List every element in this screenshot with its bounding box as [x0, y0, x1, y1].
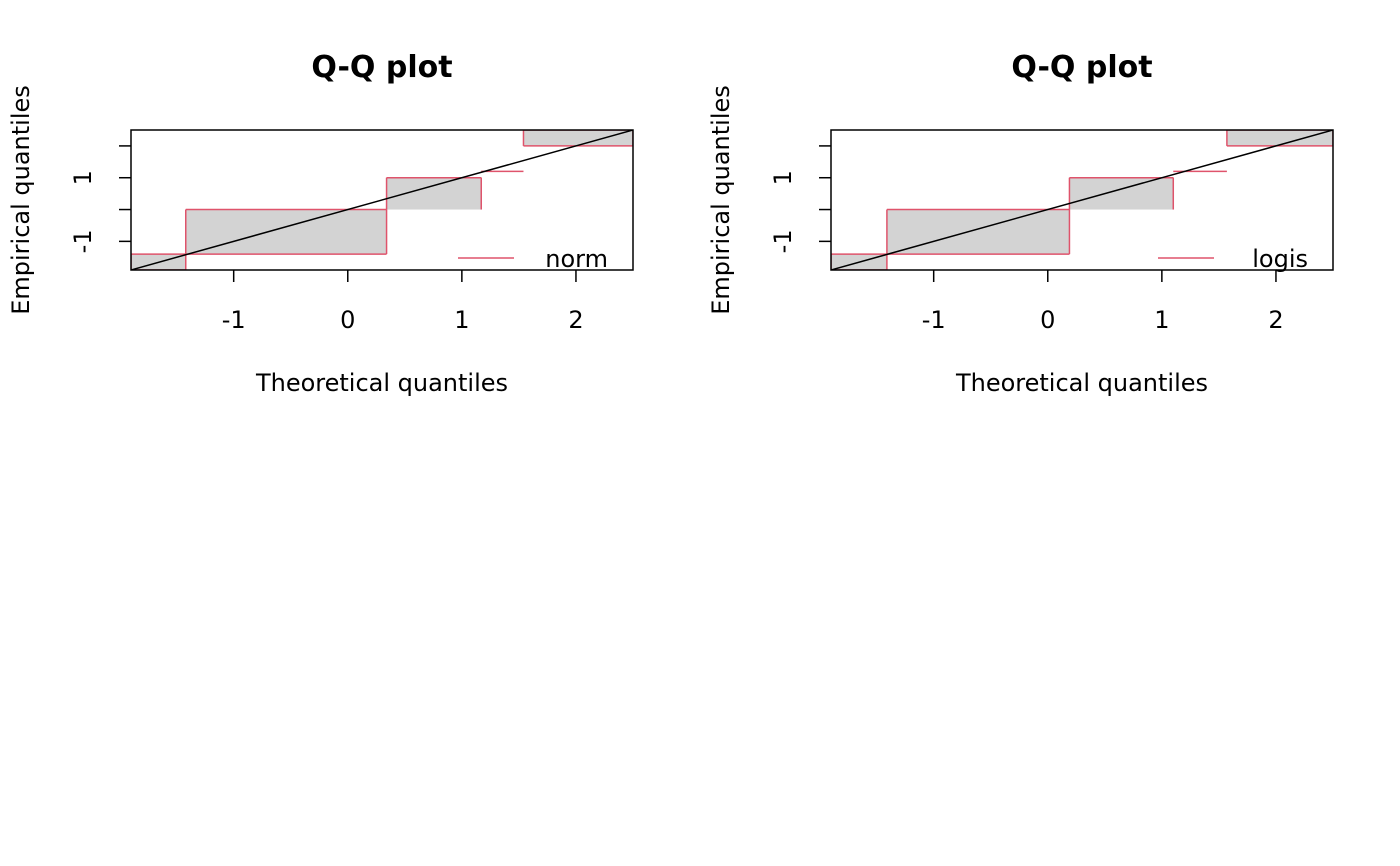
- x-tick-label: 2: [568, 306, 583, 334]
- x-tick-label: -1: [922, 306, 946, 334]
- shaded-region: [523, 130, 633, 146]
- plot-frame: [830, 129, 1334, 271]
- chart-title: Q-Q plot: [311, 50, 452, 85]
- y-axis-label: Empirical quantiles: [7, 85, 35, 315]
- qq-panel-1: -1 0 1 2 -1 1 Q-Q plot Theoretical quantiles Emp…: [7, 50, 634, 397]
- x-tick-label: 1: [1154, 306, 1169, 334]
- x-axis-label: Theoretical quantiles: [255, 369, 508, 397]
- shaded-region: [386, 177, 482, 210]
- chart-title: Q-Q plot: [1011, 50, 1152, 85]
- shaded-region: [1069, 177, 1174, 210]
- y-axis-label: Empirical quantiles: [707, 85, 735, 315]
- x-tick-label: 0: [340, 306, 355, 334]
- plot-area: [831, 130, 1333, 270]
- y-tick-label: -1: [769, 229, 797, 253]
- x-tick-label: 2: [1268, 306, 1283, 334]
- x-tick-label: 1: [454, 306, 469, 334]
- y-tick-label: -1: [69, 229, 97, 253]
- x-tick-label: 0: [1040, 306, 1055, 334]
- x-tick-label: -1: [222, 306, 246, 334]
- plot-area: [131, 130, 633, 270]
- y-tick-label: 1: [769, 170, 797, 185]
- legend-label: norm: [545, 245, 608, 273]
- reference-line: [831, 130, 1333, 270]
- shaded-region: [1226, 130, 1333, 146]
- reference-line: [131, 130, 633, 270]
- y-tick-label: 1: [69, 170, 97, 185]
- legend-label: logis: [1252, 245, 1308, 273]
- qq-panel-2: -1 0 1 2 -1 1 Q-Q plot Theoretical quantiles Emp…: [707, 50, 1334, 397]
- x-axis-label: Theoretical quantiles: [955, 369, 1208, 397]
- plot-frame: [130, 129, 634, 271]
- shaded-region: [185, 209, 387, 255]
